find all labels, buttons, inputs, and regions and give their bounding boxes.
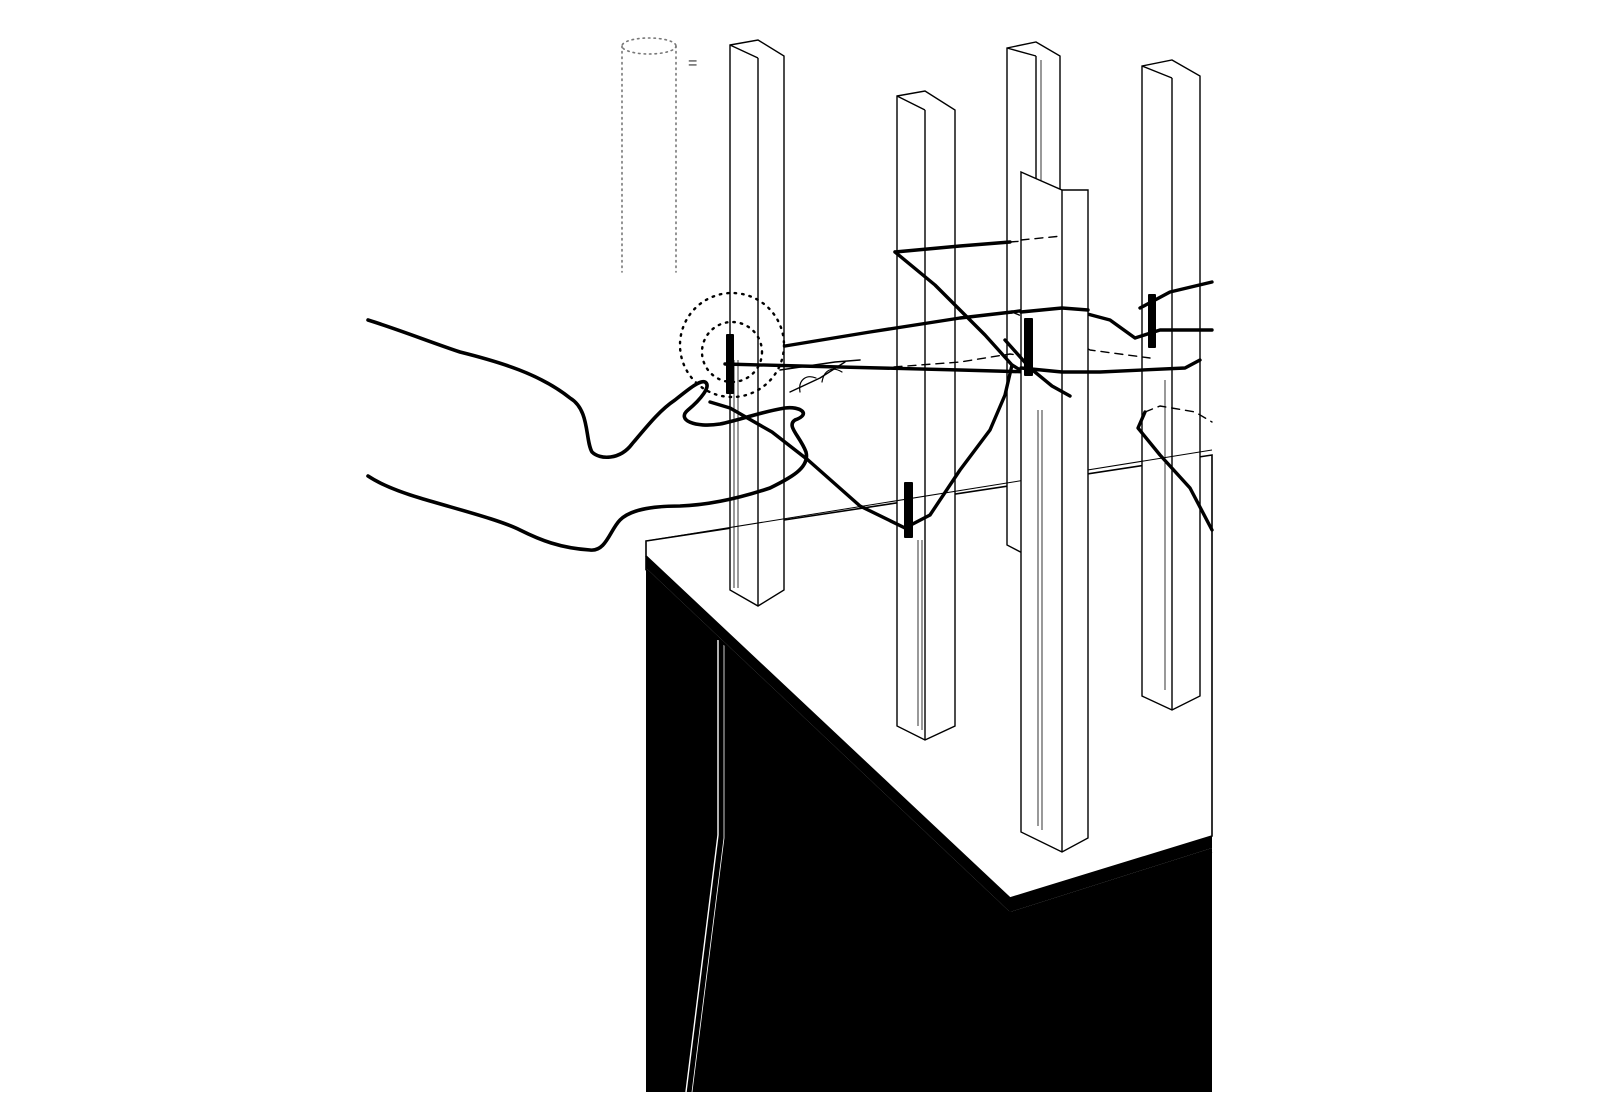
table-crease-line-2 xyxy=(691,644,725,1093)
cylinder-icon xyxy=(621,37,677,273)
table-side-face xyxy=(1010,848,1212,1092)
touch-ripple xyxy=(678,291,786,399)
table-crease-line xyxy=(685,640,719,1093)
equals-sign: = xyxy=(688,55,698,72)
post-b xyxy=(896,90,956,741)
string-knot xyxy=(726,294,1156,538)
post-e xyxy=(1141,59,1201,711)
guide-line xyxy=(645,449,1213,542)
string-loop-front xyxy=(1003,235,1090,398)
table-block-icon xyxy=(646,545,1212,1093)
post-d xyxy=(1020,170,1089,853)
table-front-face xyxy=(646,568,1010,1092)
hand-icon xyxy=(366,318,843,552)
post-a xyxy=(729,39,785,607)
